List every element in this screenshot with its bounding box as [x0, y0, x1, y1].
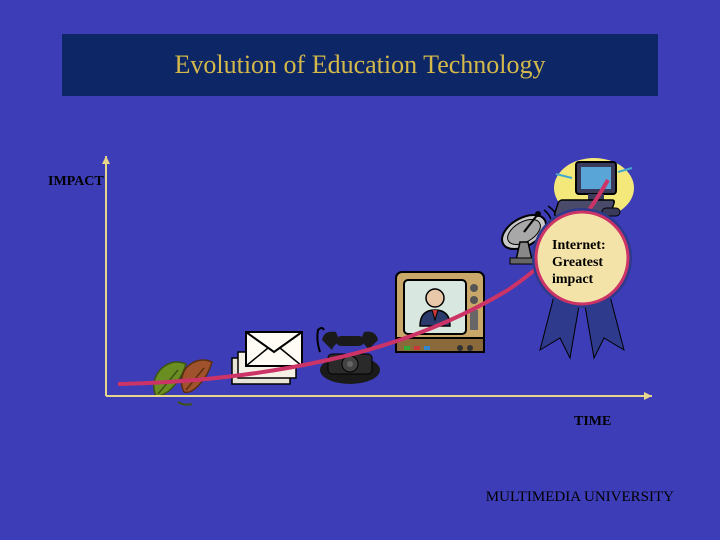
footer-text: MULTIMEDIA UNIVERSITY — [486, 489, 674, 506]
badge-line-2: Greatest — [552, 255, 606, 272]
impact-curve — [118, 180, 608, 384]
badge-line-3: impact — [552, 272, 606, 289]
badge-line-1: Internet: — [552, 238, 606, 255]
title-bar: Evolution of Education Technology — [62, 34, 658, 96]
chart-area: Internet: Greatest impact — [88, 150, 658, 400]
computer-icon — [554, 158, 634, 218]
x-axis-label: TIME — [574, 414, 611, 430]
page-title: Evolution of Education Technology — [174, 50, 545, 80]
badge-text: Internet: Greatest impact — [552, 238, 606, 288]
